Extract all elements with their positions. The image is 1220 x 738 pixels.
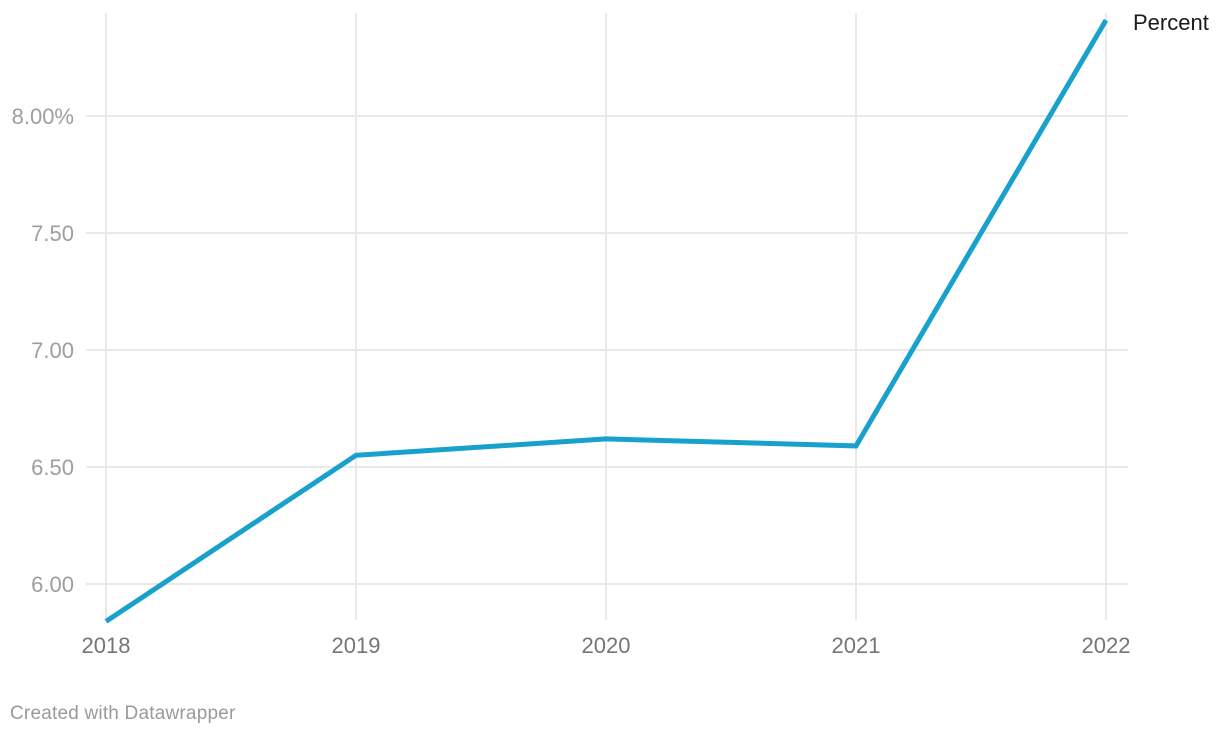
y-tick-label: 6.00 [31, 572, 74, 597]
x-tick-label: 2020 [582, 633, 631, 658]
x-tick-label: 2021 [832, 633, 881, 658]
x-tick-label: 2018 [82, 633, 131, 658]
x-axis-labels: 2018 2019 2020 2021 2022 [82, 633, 1131, 658]
x-tick-label: 2019 [332, 633, 381, 658]
series-label: Percent [1133, 10, 1209, 35]
footer-credit: Created with Datawrapper [10, 703, 236, 724]
series-lines [104, 18, 1109, 624]
percent-line-series[interactable] [104, 18, 1109, 624]
line-chart: 6.006.507.007.508.00% 2018 2019 2020 2021 20… [12, 10, 1209, 658]
y-tick-label: 8.00% [12, 104, 74, 129]
gridlines [86, 13, 1128, 620]
y-axis-labels: 6.00 6.50 7.00 7.50 8.00% [12, 104, 74, 597]
y-tick-label: 6.50 [31, 455, 74, 480]
y-tick-label: 7.00 [31, 338, 74, 363]
y-tick-label: 7.50 [31, 221, 74, 246]
x-tick-label: 2022 [1082, 633, 1131, 658]
